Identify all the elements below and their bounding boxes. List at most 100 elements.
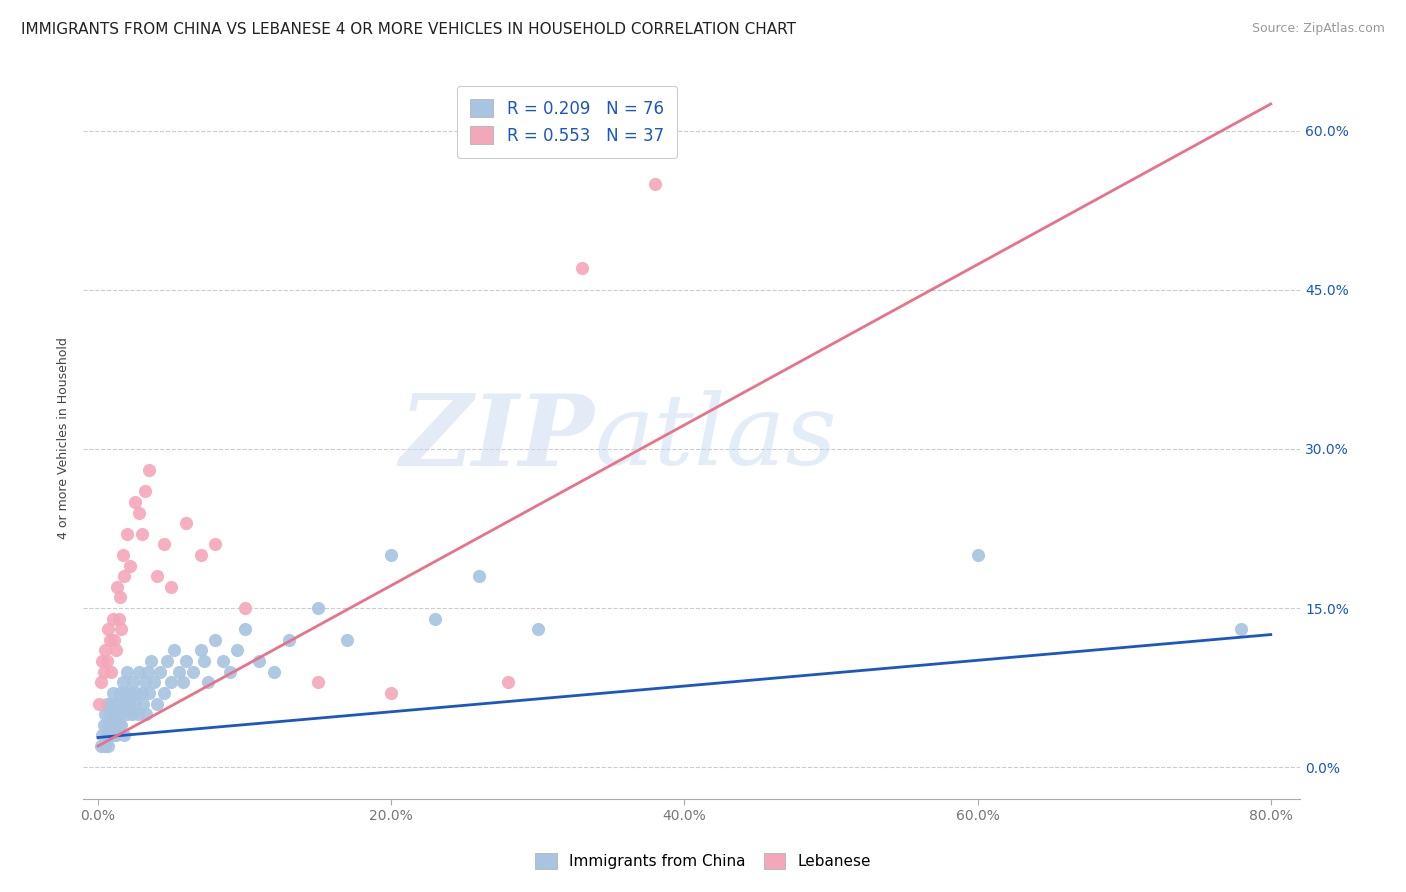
Point [101, 728, 124, 742]
Point [128, 506, 150, 520]
Point [94, 739, 117, 753]
Point [117, 707, 139, 722]
Point [117, 526, 139, 541]
Point [118, 697, 141, 711]
Text: IMMIGRANTS FROM CHINA VS LEBANESE 4 OR MORE VEHICLES IN HOUSEHOLD CORRELATION CH: IMMIGRANTS FROM CHINA VS LEBANESE 4 OR M… [21, 22, 796, 37]
Point [380, 686, 402, 700]
Point [121, 707, 143, 722]
Point [105, 580, 128, 594]
Point [103, 632, 125, 647]
Point [94, 707, 117, 722]
Point [110, 718, 132, 732]
Point [89, 697, 111, 711]
Point [263, 665, 285, 679]
Point [122, 675, 145, 690]
Text: ZIP: ZIP [399, 390, 595, 486]
Point [103, 718, 125, 732]
Text: Source: ZipAtlas.com: Source: ZipAtlas.com [1251, 22, 1385, 36]
Point [966, 548, 988, 562]
Point [93, 718, 115, 732]
Point [108, 591, 131, 605]
Point [101, 612, 124, 626]
Point [94, 643, 117, 657]
Point [98, 707, 121, 722]
Legend: Immigrants from China, Lebanese: Immigrants from China, Lebanese [529, 847, 877, 875]
Point [93, 665, 115, 679]
Point [149, 665, 172, 679]
Point [112, 569, 135, 583]
Point [125, 686, 148, 700]
Y-axis label: 4 or more Vehicles in Household: 4 or more Vehicles in Household [58, 337, 70, 539]
Point [107, 612, 129, 626]
Point [111, 548, 134, 562]
Point [108, 686, 131, 700]
Point [131, 686, 153, 700]
Point [571, 261, 593, 276]
Point [96, 697, 118, 711]
Point [98, 632, 121, 647]
Point [98, 728, 121, 742]
Point [142, 675, 165, 690]
Point [91, 654, 114, 668]
Point [174, 516, 197, 530]
Point [193, 654, 215, 668]
Point [120, 558, 142, 573]
Point [131, 526, 153, 541]
Point [247, 654, 270, 668]
Point [156, 654, 179, 668]
Point [96, 728, 118, 742]
Point [527, 622, 550, 636]
Point [107, 718, 129, 732]
Point [172, 675, 194, 690]
Point [112, 728, 135, 742]
Point [108, 707, 131, 722]
Point [204, 537, 226, 551]
Point [1230, 622, 1253, 636]
Legend: R = 0.209   N = 76, R = 0.553   N = 37: R = 0.209 N = 76, R = 0.553 N = 37 [457, 86, 678, 158]
Point [135, 707, 157, 722]
Point [90, 675, 112, 690]
Point [380, 548, 402, 562]
Point [104, 643, 127, 657]
Point [136, 665, 159, 679]
Point [112, 697, 135, 711]
Point [97, 718, 120, 732]
Point [97, 622, 120, 636]
Text: atlas: atlas [595, 391, 837, 486]
Point [425, 612, 447, 626]
Point [104, 697, 127, 711]
Point [103, 707, 125, 722]
Point [211, 654, 233, 668]
Point [97, 739, 120, 753]
Point [124, 697, 146, 711]
Point [134, 484, 156, 499]
Point [120, 686, 142, 700]
Point [468, 569, 491, 583]
Point [190, 548, 212, 562]
Point [181, 665, 204, 679]
Point [105, 707, 128, 722]
Point [167, 665, 190, 679]
Point [138, 463, 160, 477]
Point [96, 654, 118, 668]
Point [115, 686, 138, 700]
Point [101, 686, 124, 700]
Point [160, 580, 183, 594]
Point [644, 177, 666, 191]
Point [124, 495, 146, 509]
Point [153, 686, 176, 700]
Point [110, 697, 132, 711]
Point [127, 707, 149, 722]
Point [139, 654, 162, 668]
Point [134, 675, 156, 690]
Point [145, 697, 167, 711]
Point [204, 632, 226, 647]
Point [307, 675, 329, 690]
Point [90, 739, 112, 753]
Point [219, 665, 242, 679]
Point [190, 643, 212, 657]
Point [91, 728, 114, 742]
Point [163, 643, 186, 657]
Point [138, 686, 160, 700]
Point [110, 622, 132, 636]
